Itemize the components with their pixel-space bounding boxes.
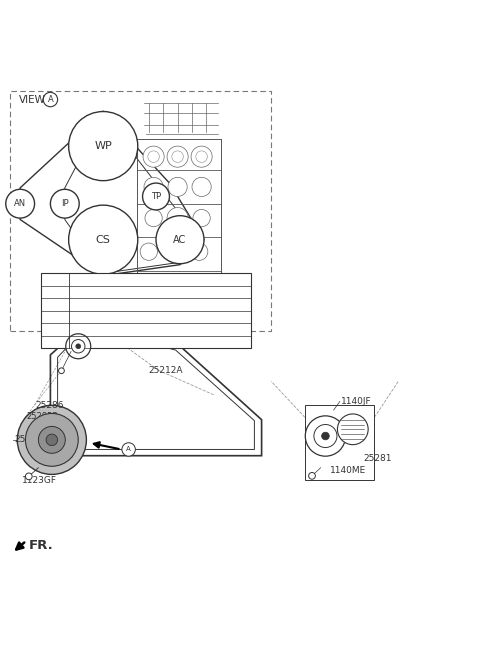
Text: AN: AN (14, 199, 26, 208)
Circle shape (167, 274, 184, 292)
Text: TP: TP (151, 192, 161, 201)
Circle shape (143, 146, 164, 168)
Circle shape (309, 472, 315, 479)
Text: 25221: 25221 (14, 436, 43, 444)
Text: FR.: FR. (29, 539, 54, 552)
Circle shape (143, 183, 169, 210)
Circle shape (145, 210, 162, 227)
Text: CRANKSHAFT: CRANKSHAFT (72, 325, 129, 334)
Circle shape (322, 432, 329, 440)
Circle shape (46, 434, 58, 445)
Text: IDLER PULLEY: IDLER PULLEY (72, 338, 131, 346)
Bar (305, 405, 374, 480)
Circle shape (168, 177, 187, 196)
Circle shape (50, 189, 79, 218)
Bar (10, 91, 271, 331)
Text: AN: AN (48, 275, 61, 284)
Circle shape (69, 112, 138, 181)
Circle shape (66, 334, 91, 359)
Circle shape (314, 424, 337, 447)
Text: 25212A: 25212A (149, 366, 183, 374)
Circle shape (142, 300, 156, 313)
Text: TENSIONER PULLEY: TENSIONER PULLEY (72, 313, 155, 321)
Circle shape (337, 414, 368, 445)
Text: VIEW: VIEW (19, 95, 46, 104)
Circle shape (167, 208, 188, 229)
Circle shape (140, 243, 157, 260)
Circle shape (191, 146, 212, 168)
Text: AC: AC (173, 235, 187, 244)
Text: AC: AC (49, 288, 60, 296)
Circle shape (38, 426, 65, 453)
Text: A: A (126, 447, 131, 453)
Circle shape (305, 416, 346, 456)
Circle shape (156, 215, 204, 263)
Circle shape (17, 405, 86, 474)
Text: CS: CS (96, 235, 110, 244)
Text: 25286: 25286 (35, 401, 63, 410)
Circle shape (69, 205, 138, 274)
Circle shape (72, 340, 85, 353)
Circle shape (192, 177, 211, 196)
Text: TP: TP (49, 313, 60, 321)
Circle shape (25, 473, 32, 480)
Circle shape (76, 344, 81, 349)
Circle shape (167, 146, 188, 168)
Text: 1140ME: 1140ME (330, 466, 367, 474)
Text: ALTERNATOR: ALTERNATOR (72, 275, 127, 284)
Circle shape (163, 242, 182, 261)
Text: 25281: 25281 (364, 453, 392, 463)
Circle shape (165, 299, 180, 315)
Circle shape (137, 298, 161, 321)
Circle shape (25, 413, 78, 466)
Text: AIR CON COMPRESSOR: AIR CON COMPRESSOR (72, 288, 170, 296)
Text: WP: WP (95, 141, 112, 151)
Text: WATER PUMP: WATER PUMP (72, 300, 128, 309)
Circle shape (193, 210, 210, 227)
Text: A: A (48, 95, 53, 104)
Text: IP: IP (51, 338, 59, 346)
Circle shape (191, 243, 208, 260)
Circle shape (144, 177, 163, 196)
Text: 1123GF: 1123GF (22, 476, 57, 485)
Text: IP: IP (61, 199, 69, 208)
Bar (41, 273, 251, 348)
Text: CS: CS (49, 325, 60, 334)
Circle shape (6, 189, 35, 218)
Circle shape (59, 368, 64, 374)
Text: 25285P: 25285P (26, 413, 58, 421)
Circle shape (122, 443, 135, 456)
Circle shape (141, 275, 156, 290)
Text: WP: WP (48, 300, 61, 309)
Text: 1140JF: 1140JF (341, 397, 372, 406)
